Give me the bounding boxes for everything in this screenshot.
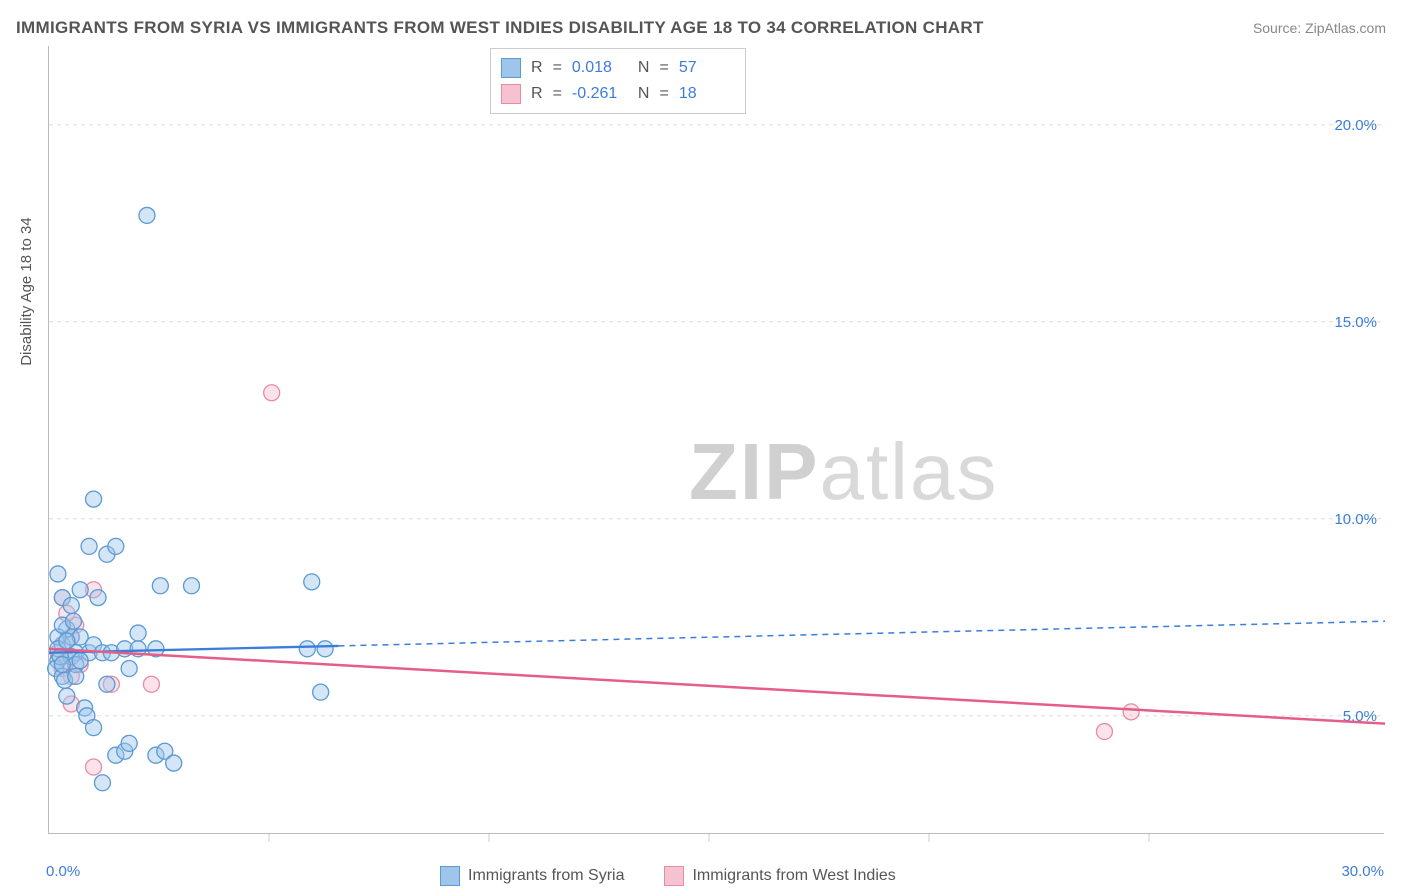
chart-title: IMMIGRANTS FROM SYRIA VS IMMIGRANTS FROM… xyxy=(16,18,984,38)
swatch-westindies xyxy=(501,84,521,104)
y-axis-label: Disability Age 18 to 34 xyxy=(18,217,35,365)
legend-label-syria: Immigrants from Syria xyxy=(468,867,624,885)
n-value-syria: 57 xyxy=(679,59,735,77)
eq-label-4: = xyxy=(659,85,668,103)
r-label-2: R xyxy=(531,85,543,103)
x-tick-30: 30.0% xyxy=(1341,863,1384,880)
correlation-stats-box: R = 0.018 N = 57 R = -0.261 N = 18 xyxy=(490,48,746,114)
svg-text:20.0%: 20.0% xyxy=(1334,117,1377,134)
eq-label-2: = xyxy=(659,59,668,77)
legend-item-westindies: Immigrants from West Indies xyxy=(664,866,895,886)
svg-text:10.0%: 10.0% xyxy=(1334,511,1377,528)
n-label: N xyxy=(638,59,650,77)
source-attribution: Source: ZipAtlas.com xyxy=(1253,20,1386,36)
eq-label: = xyxy=(553,59,562,77)
n-label-2: N xyxy=(638,85,650,103)
swatch-syria xyxy=(501,58,521,78)
r-value-westindies: -0.261 xyxy=(572,85,628,103)
legend-item-syria: Immigrants from Syria xyxy=(440,866,624,886)
legend-swatch-westindies xyxy=(664,866,684,886)
legend-swatch-syria xyxy=(440,866,460,886)
n-value-westindies: 18 xyxy=(679,85,735,103)
chart-svg: 5.0%10.0%15.0%20.0% xyxy=(49,46,1384,833)
r-label: R xyxy=(531,59,543,77)
stats-row-syria: R = 0.018 N = 57 xyxy=(501,55,735,81)
stats-row-westindies: R = -0.261 N = 18 xyxy=(501,81,735,107)
r-value-syria: 0.018 xyxy=(572,59,628,77)
legend-bottom: Immigrants from Syria Immigrants from We… xyxy=(440,866,896,886)
plot-area: ZIPatlas 5.0%10.0%15.0%20.0% xyxy=(48,46,1384,834)
x-tick-0: 0.0% xyxy=(46,863,80,880)
svg-text:15.0%: 15.0% xyxy=(1334,314,1377,331)
eq-label-3: = xyxy=(553,85,562,103)
legend-label-westindies: Immigrants from West Indies xyxy=(692,867,895,885)
